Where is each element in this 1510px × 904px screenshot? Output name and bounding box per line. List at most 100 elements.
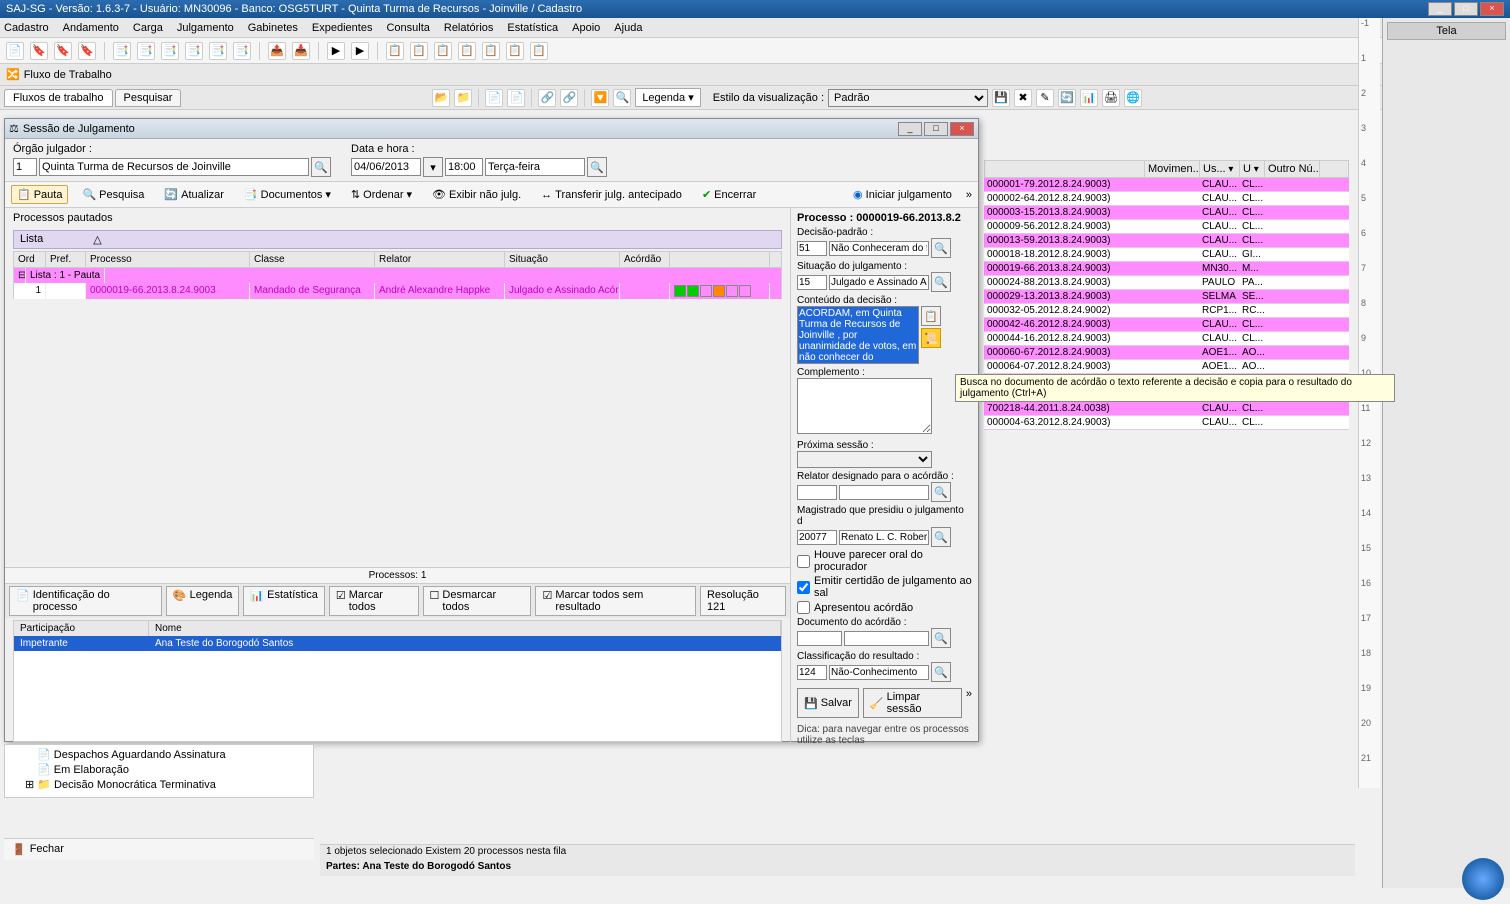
copy2-icon[interactable]: 📄 [507,89,525,107]
tb-icon-7[interactable]: 📑 [161,42,179,60]
bg-grid-row[interactable]: 000032-05.2012.8.24.9002)RCP1...RC... [984,304,1349,318]
salvar-button[interactable]: 💾Salvar [797,688,859,718]
orgao-lookup-button[interactable]: 🔍 [311,157,331,177]
complemento-textarea[interactable] [797,378,932,434]
exibir-button[interactable]: 👁Exibir não julg. [426,185,527,204]
menu-apoio[interactable]: Apoio [572,22,600,34]
tb-icon-16[interactable]: 📋 [410,42,428,60]
sitjulg-code-input[interactable] [797,275,827,290]
date-dropdown-button[interactable]: ▾ [423,157,443,177]
proxsessao-select[interactable] [797,451,932,468]
magistrado-lookup-button[interactable]: 🔍 [931,527,951,547]
tb-icon-2[interactable]: 🔖 [30,42,48,60]
tree-item-elaboracao[interactable]: 📄 Em Elaboração [7,762,311,777]
bg-grid-row[interactable]: 000029-13.2013.8.24.9003)SELMASE... [984,290,1349,304]
tab-legenda[interactable]: 🎨Legenda [166,586,240,616]
menu-ajuda[interactable]: Ajuda [614,22,642,34]
menu-julgamento[interactable]: Julgamento [177,22,234,34]
tb-icon-4[interactable]: 🔖 [78,42,96,60]
bg-grid-row[interactable]: 000004-63.2012.8.24.9003)CLAU...CL... [984,416,1349,430]
atualizar-button[interactable]: 🔄Atualizar [158,185,230,204]
style-select[interactable]: Padrão [828,89,988,107]
orgao-name-input[interactable] [39,158,309,176]
col-pref[interactable]: Pref. [46,252,86,267]
save-icon[interactable]: 💾 [992,89,1010,107]
docacordao-code-input[interactable] [797,631,842,646]
decisao-lookup-button[interactable]: 🔍 [931,238,951,258]
encerrar-button[interactable]: ✔Encerrar [696,185,762,204]
tb-icon-1[interactable]: 📄 [6,42,24,60]
tb-icon-19[interactable]: 📋 [482,42,500,60]
participacao-row[interactable]: Impetrante Ana Teste do Borogodó Santos [14,636,781,651]
tree-item-decisao[interactable]: ⊞ 📁 Decisão Monocrática Terminativa [7,777,311,792]
conteudo-copy-button[interactable]: 📋 [921,306,941,326]
decisao-text-input[interactable] [829,241,929,256]
ordenar-button[interactable]: ⇅Ordenar ▾ [345,185,418,204]
bg-grid-row[interactable]: 000013-59.2013.8.24.9003)CLAU...CL... [984,234,1349,248]
bg-col-movimen[interactable]: Movimen... ▾ [1145,161,1200,177]
tb-icon-20[interactable]: 📋 [506,42,524,60]
classres-lookup-button[interactable]: 🔍 [931,662,951,682]
chevron-icon[interactable]: » [966,688,972,718]
menu-andamento[interactable]: Andamento [63,22,119,34]
time-input[interactable] [445,158,483,176]
pesquisa-button[interactable]: 🔍Pesquisa [76,185,150,204]
tb-icon-6[interactable]: 📑 [137,42,155,60]
tb-icon-18[interactable]: 📋 [458,42,476,60]
minimize-button[interactable]: _ [1428,2,1452,16]
tb-icon-12[interactable]: 📥 [292,42,310,60]
docacordao-lookup-button[interactable]: 🔍 [931,628,951,648]
bg-col-us[interactable]: Us... ▾ [1200,161,1240,177]
chk-acordao[interactable] [797,601,810,614]
tab-identificacao[interactable]: 📄Identificação do processo [9,586,162,616]
classres-code-input[interactable] [797,665,827,680]
tb-icon-9[interactable]: 📑 [209,42,227,60]
legend-button[interactable]: Legenda ▾ [635,88,700,107]
part-col-participacao[interactable]: Participação [14,621,149,636]
print-icon[interactable]: 🖨 [1102,89,1120,107]
filter-icon[interactable]: 🔽 [591,89,609,107]
col-acordao[interactable]: Acórdão [620,252,670,267]
limpar-button[interactable]: 🧹Limpar sessão [863,688,962,718]
menu-carga[interactable]: Carga [133,22,163,34]
refresh-icon[interactable]: 🔄 [1058,89,1076,107]
tab-desmarcar[interactable]: ☐Desmarcar todos [423,586,532,616]
bg-grid-row[interactable]: 000019-66.2013.8.24.9003)MN30...M... [984,262,1349,276]
tb-icon-5[interactable]: 📑 [113,42,131,60]
copy-icon[interactable]: 📄 [485,89,503,107]
sess-close-button[interactable]: × [950,122,974,136]
menu-relatorios[interactable]: Relatórios [444,22,494,34]
menu-cadastro[interactable]: Cadastro [4,22,49,34]
part-col-nome[interactable]: Nome [149,621,781,636]
relator-lookup-button[interactable]: 🔍 [931,482,951,502]
tb-icon-10[interactable]: 📑 [233,42,251,60]
grid-group-row[interactable]: ⊟ Lista : 1 - Pauta [13,268,782,283]
tab-fluxos[interactable]: Fluxos de trabalho [4,89,113,107]
col-classe[interactable]: Classe [250,252,375,267]
menu-expedientes[interactable]: Expedientes [312,22,373,34]
delete-icon[interactable]: ✖ [1014,89,1032,107]
bg-col-u[interactable]: U ▾ [1240,161,1265,177]
bg-grid-row[interactable]: 000044-16.2012.8.24.9003)CLAU...CL... [984,332,1349,346]
bg-grid-row[interactable]: 000002-64.2012.8.24.9003)CLAU...CL... [984,192,1349,206]
col-situacao[interactable]: Situação [505,252,620,267]
magistrado-code-input[interactable] [797,530,837,545]
link-icon[interactable]: 🔗 [538,89,556,107]
tb-icon-13[interactable]: ▶ [327,42,345,60]
pauta-button[interactable]: 📋Pauta [11,185,68,204]
bg-grid-row[interactable]: 000064-07.2012.8.24.9003)AOE1...AO... [984,360,1349,374]
iniciar-button[interactable]: ◉Iniciar julgamento [847,185,958,204]
tb-icon-21[interactable]: 📋 [530,42,548,60]
folder-icon[interactable]: 📁 [454,89,472,107]
tb-icon-14[interactable]: ▶ [351,42,369,60]
search-icon[interactable]: 🔍 [613,89,631,107]
lista-group-header[interactable]: Lista △ [13,230,782,249]
folder-open-icon[interactable]: 📂 [432,89,450,107]
relator-code-input[interactable] [797,485,837,500]
col-processo[interactable]: Processo [86,252,250,267]
globe-icon[interactable]: 🌐 [1124,89,1142,107]
conteudo-fetch-button[interactable]: 📜 [921,328,941,348]
bg-grid-row[interactable]: 000042-46.2012.8.24.9003)CLAU...CL... [984,318,1349,332]
sitjulg-lookup-button[interactable]: 🔍 [931,272,951,292]
tab-estatistica[interactable]: 📊Estatística [243,586,324,616]
